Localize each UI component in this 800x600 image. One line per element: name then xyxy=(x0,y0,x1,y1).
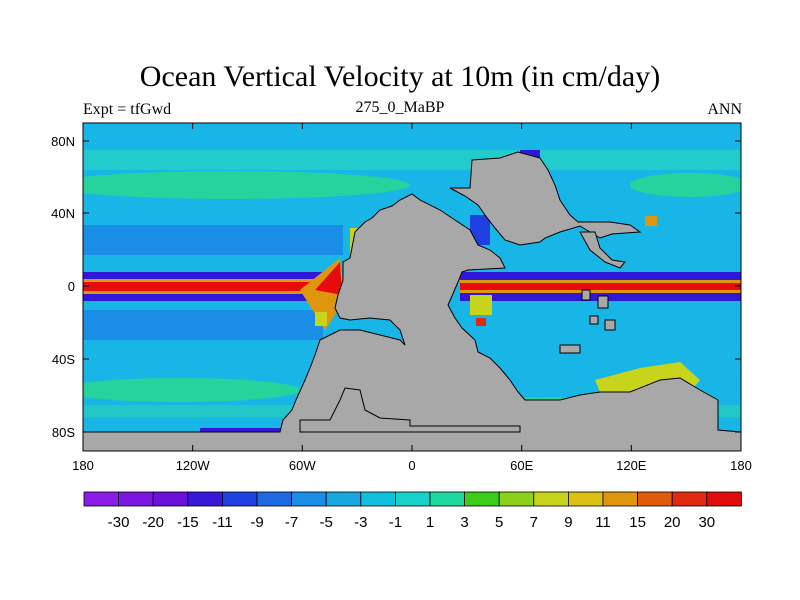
band-south-green xyxy=(83,378,300,402)
lon-label: 120W xyxy=(176,458,211,473)
colorbar-label: 1 xyxy=(426,514,434,531)
equatorial-downwelling-east-n xyxy=(460,272,741,280)
colorbar: -30 -20 -15 -11 -9 -7 -5 -3 -1 1 3 5 7 9… xyxy=(83,491,742,531)
colorbar-label: -9 xyxy=(250,514,263,531)
colorbar-box-5 xyxy=(256,491,292,507)
colorbar-label: 9 xyxy=(564,514,572,531)
lat-label: 0 xyxy=(68,279,75,294)
colorbar-label: -7 xyxy=(285,514,298,531)
page-title: Ocean Vertical Velocity at 10m (in cm/da… xyxy=(139,60,661,93)
lat-label: 40N xyxy=(51,206,75,221)
colorbar-box-4 xyxy=(221,491,258,507)
colorbar-label: 30 xyxy=(698,514,715,531)
coastal-yellow-4 xyxy=(315,312,327,326)
island-4 xyxy=(604,319,616,331)
colorbar-label: -3 xyxy=(354,514,367,531)
colorbar-box-0 xyxy=(83,491,119,507)
north-purple xyxy=(520,150,540,158)
colorbar-label: -1 xyxy=(389,514,402,531)
colorbar-label: 7 xyxy=(530,514,538,531)
equatorial-upwelling-east xyxy=(460,283,741,290)
colorbar-label: 15 xyxy=(629,514,646,531)
colorbar-label: 5 xyxy=(495,514,503,531)
colorbar-label: -11 xyxy=(212,514,233,531)
colorbar-box-3 xyxy=(187,491,223,507)
landmass-main xyxy=(83,193,741,451)
colorbar-box-11 xyxy=(464,491,500,507)
colorbar-box-17 xyxy=(671,491,708,507)
colorbar-box-14 xyxy=(568,491,604,507)
coastal-yellow-3 xyxy=(645,216,657,226)
landmass xyxy=(83,151,741,451)
colorbar-label: -15 xyxy=(177,514,199,531)
island-3 xyxy=(589,315,599,325)
coastal-upwelling-west-red xyxy=(315,262,342,295)
lon-label: 180 xyxy=(730,458,752,473)
band-north-green-east xyxy=(630,173,741,197)
colorbar-label: 20 xyxy=(664,514,681,531)
island-ridge xyxy=(579,231,626,269)
season-label: ANN xyxy=(707,101,742,118)
lon-label: 60E xyxy=(510,458,533,473)
equatorial-downwelling-north xyxy=(83,272,341,280)
landmass-southwest-ridge xyxy=(299,387,521,433)
experiment-label: Expt = tfGwd xyxy=(83,101,172,118)
colorbar-box-2 xyxy=(152,491,189,507)
colorbar-label: -20 xyxy=(142,514,164,531)
map-plot-area xyxy=(83,123,741,451)
band-south-low xyxy=(83,310,323,340)
band-north-green xyxy=(83,171,410,199)
west-blue-strip xyxy=(470,215,490,245)
colorbar-box-15 xyxy=(602,491,638,507)
colorbar-box-6 xyxy=(291,491,327,507)
coastal-orange-1 xyxy=(476,318,486,326)
lat-label: 80S xyxy=(52,425,75,440)
island-1 xyxy=(581,289,591,301)
colorbar-box-9 xyxy=(394,491,431,507)
band-north-low xyxy=(83,225,343,255)
colorbar-label: 3 xyxy=(460,514,468,531)
island-2 xyxy=(597,295,609,309)
antarctic-downwelling xyxy=(200,428,280,434)
lat-axis: 80N 40N 0 40S 80S xyxy=(51,134,741,440)
colorbar-box-13 xyxy=(533,491,569,507)
coastal-yellow-2 xyxy=(470,295,492,315)
colorbar-label: -5 xyxy=(320,514,333,531)
colorbar-box-10 xyxy=(429,491,465,507)
colorbar-label: -30 xyxy=(108,514,130,531)
equatorial-downwelling-south xyxy=(83,293,341,301)
colorbar-box-7 xyxy=(325,491,362,507)
colorbar-box-1 xyxy=(118,491,154,507)
lon-label: 120E xyxy=(616,458,647,473)
lat-label: 80N xyxy=(51,134,75,149)
band-subpolar-north xyxy=(83,150,741,170)
time-label: 275_0_MaBP xyxy=(355,99,445,116)
colorbar-label: 11 xyxy=(595,514,611,531)
lat-label: 40S xyxy=(52,352,75,367)
lon-label: 0 xyxy=(408,458,415,473)
lon-label: 180 xyxy=(72,458,94,473)
lon-label: 60W xyxy=(289,458,316,473)
colorbar-box-18 xyxy=(706,491,742,507)
lon-axis: 180 120W 60W 0 60E 120E 180 xyxy=(72,123,752,473)
colorbar-box-12 xyxy=(498,491,535,507)
equatorial-upwelling xyxy=(83,282,341,291)
colorbar-box-16 xyxy=(637,491,673,507)
landmass-north xyxy=(449,151,642,246)
island-5 xyxy=(559,344,581,354)
colorbar-box-8 xyxy=(360,491,396,507)
